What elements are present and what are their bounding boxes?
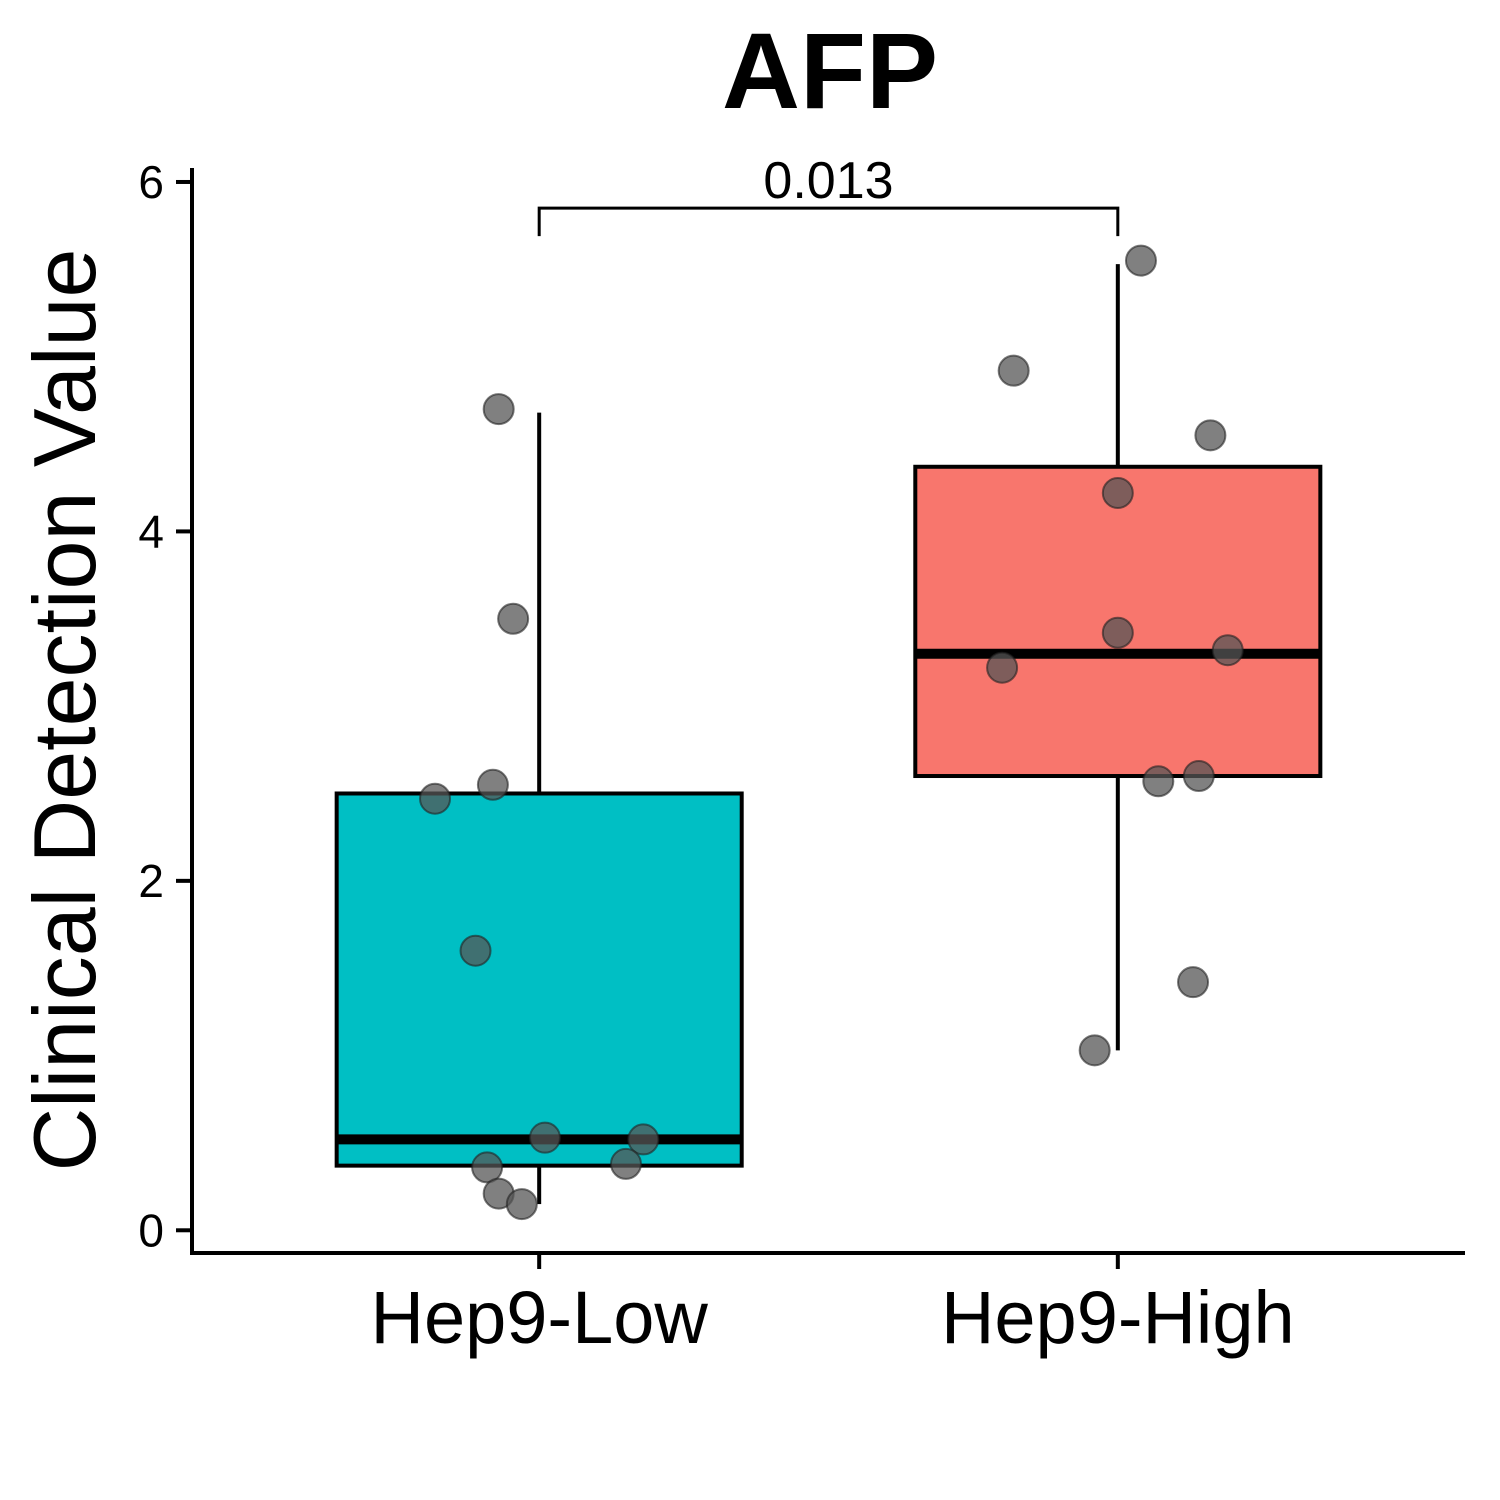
data-point [1194,419,1227,452]
data-point [476,768,509,801]
data-point [505,1188,538,1221]
y-axis-label: Clinical Detection Value [15,249,114,1172]
data-point [419,782,452,815]
box-hep9-low [334,791,744,1168]
data-point [482,393,515,426]
significance-bracket [537,206,1120,237]
data-point [1142,765,1175,798]
y-tick-label: 2 [138,855,164,907]
plot-area: 0 2 4 6 Hep9-Low Hep9-High 0.013 [138,152,1465,1359]
data-point [609,1147,642,1180]
data-point [1211,634,1244,667]
data-point [1078,1034,1111,1067]
y-tick-label: 6 [138,156,164,208]
data-point [627,1123,660,1156]
data-point [997,354,1030,387]
x-tick-label: Hep9-Low [371,1276,709,1359]
data-point [1177,966,1210,999]
y-tick-label: 0 [138,1204,164,1256]
data-point [1101,476,1134,509]
data-point [986,651,1019,684]
chart-title: AFP [722,10,938,131]
data-point [1101,616,1134,649]
y-tick-label: 4 [138,505,164,557]
x-tick-label: Hep9-High [941,1276,1295,1359]
data-point [1182,760,1215,793]
data-point [528,1121,561,1154]
data-point [459,934,492,967]
p-value-label: 0.013 [763,152,893,210]
data-point [1124,244,1157,277]
data-point [471,1151,504,1184]
data-point [497,602,530,635]
